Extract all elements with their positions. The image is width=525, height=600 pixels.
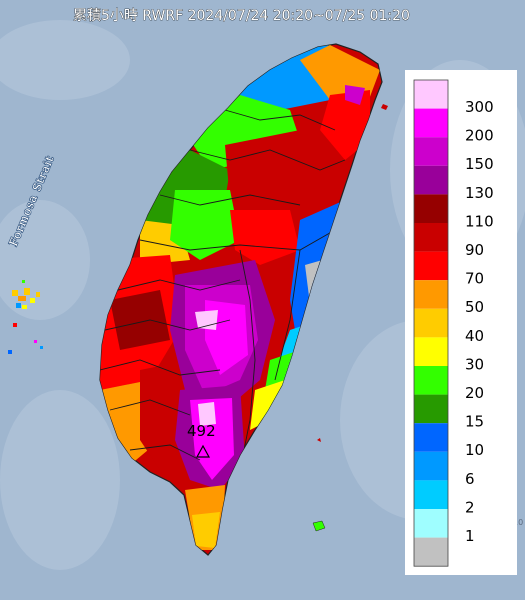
legend-label-6: 6	[465, 470, 475, 488]
legend-swatch-6	[414, 451, 448, 481]
legend-label-2: 2	[465, 498, 475, 516]
legend-label-300: 300	[465, 98, 494, 116]
legend-swatch-200	[414, 108, 448, 138]
legend-label-20: 20	[465, 384, 484, 402]
legend-swatch-15	[414, 394, 448, 424]
legend-label-40: 40	[465, 327, 484, 345]
legend-swatch-50	[414, 280, 448, 309]
map-title: 累積5小時 RWRF 2024/07/24 20:20~07/25 01:20	[73, 8, 410, 24]
legend-swatch-150	[414, 137, 448, 166]
legend-label-150: 150	[465, 155, 494, 173]
legend-swatch-10	[414, 423, 448, 452]
legend-label-15: 15	[465, 413, 484, 431]
legend-label-1: 1	[465, 527, 475, 545]
zone-northeast-red	[320, 90, 370, 160]
triangle-marker-icon	[195, 444, 211, 458]
legend-swatch-110	[414, 194, 448, 223]
legend-label-200: 200	[465, 127, 494, 145]
legend-swatch-300	[414, 80, 448, 109]
zone-west-darkred	[110, 290, 170, 350]
legend-swatch-20	[414, 366, 448, 395]
legend-label-90: 90	[465, 241, 484, 259]
zone-south-pink	[198, 402, 216, 426]
zone-central-pink	[195, 310, 218, 330]
legend-swatch-70	[414, 251, 448, 281]
legend-swatch-2	[414, 480, 448, 509]
legend-label-70: 70	[465, 270, 484, 288]
lanyu-island	[317, 438, 321, 442]
legend-label-30: 30	[465, 355, 484, 373]
county-boundaries	[100, 109, 346, 471]
legend-label-10: 10	[465, 441, 484, 459]
legend-label-110: 110	[465, 212, 494, 230]
legend-swatch-90	[414, 223, 448, 252]
legend-swatch-none	[414, 537, 448, 567]
peak-marker: 492	[187, 422, 216, 458]
legend-frame	[413, 79, 449, 567]
legend-swatch-1	[414, 509, 448, 538]
edge-text: 10	[513, 518, 523, 527]
penghu-rain	[8, 280, 43, 354]
zone-south-tip-yellow	[192, 512, 220, 548]
guishan-island	[381, 104, 388, 110]
zone-northeast-magenta	[345, 85, 365, 105]
zone-hsinchu-red	[230, 210, 300, 265]
legend: 300 200 150 130 110 90 70 50 40 30 20 15 10 6 2 1	[405, 70, 517, 575]
zone-hsinchu-green	[170, 190, 240, 260]
legend-swatch-40	[414, 308, 448, 338]
legend-label-50: 50	[465, 298, 484, 316]
legend-label-130: 130	[465, 184, 494, 202]
legend-swatch-130	[414, 165, 448, 195]
legend-swatch-30	[414, 337, 448, 366]
peak-value: 492	[187, 422, 216, 440]
zone-taoyuan-red	[225, 130, 340, 215]
green-island	[312, 520, 326, 532]
zone-east-yellow	[250, 380, 285, 430]
